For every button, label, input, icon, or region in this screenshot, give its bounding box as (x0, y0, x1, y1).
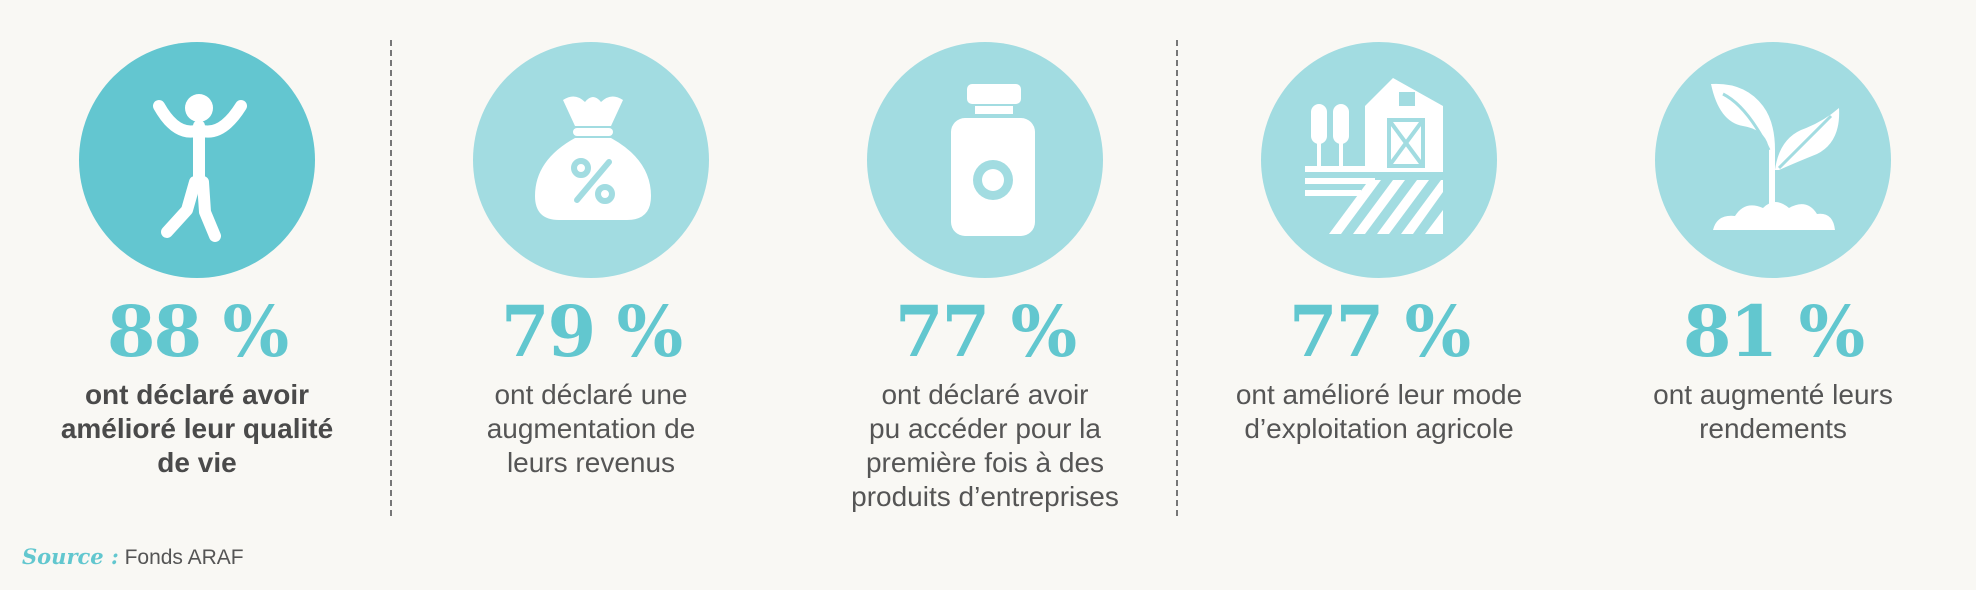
percent-value: 77 % (1288, 290, 1471, 373)
person-jumping-icon (153, 94, 247, 242)
icon-circle (473, 42, 709, 278)
stat-description: ont déclaré une augmentation de leurs re… (486, 379, 696, 478)
icon-circle (867, 42, 1103, 278)
stat-description: ont déclaré avoir amélioré leur qualité … (60, 379, 334, 478)
percent-value: 77 % (894, 290, 1077, 373)
icon-circle (1261, 42, 1497, 278)
source-value: Fonds ARAF (124, 546, 244, 569)
percent-value: 81 % (1682, 290, 1865, 373)
stat-description: ont amélioré leur mode d’exploitation ag… (1235, 379, 1523, 444)
source-label: Source : (22, 544, 119, 569)
stat-yields: 81 % ont augmenté leurs rendements (1576, 0, 1970, 540)
stat-farming: 77 % ont amélioré leur mode d’exploitati… (1182, 0, 1576, 540)
percent-value: 79 % (500, 290, 683, 373)
stat-description: ont augmenté leurs rendements (1653, 379, 1893, 444)
stat-quality-of-life: 88 % ont déclaré avoir amélioré leur qua… (0, 0, 394, 540)
farm-barn-icon (1305, 78, 1443, 234)
sprout-icon (1711, 83, 1840, 230)
icon-circle (1655, 42, 1891, 278)
source-note: Source : Fonds ARAF (22, 544, 244, 570)
percent-value: 88 % (106, 290, 289, 373)
divider (1176, 40, 1178, 516)
stat-description: ont déclaré avoir pu accéder pour la pre… (851, 379, 1119, 512)
bottle-icon (951, 84, 1035, 236)
money-bag-percent-icon (535, 96, 651, 220)
stat-product-access: 77 % ont déclaré avoir pu accéder pour l… (788, 0, 1182, 540)
icon-circle (79, 42, 315, 278)
divider (390, 40, 392, 516)
stat-income: 79 % ont déclaré une augmentation de leu… (394, 0, 788, 540)
